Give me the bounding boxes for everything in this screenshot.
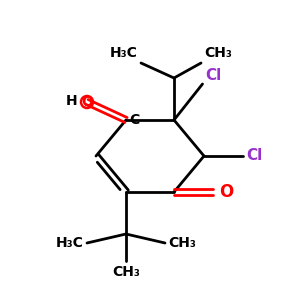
Text: C: C	[129, 113, 139, 127]
Text: CH₃: CH₃	[168, 236, 196, 250]
Text: H: H	[66, 94, 77, 107]
Text: CH₃: CH₃	[204, 46, 232, 60]
Text: Cl: Cl	[206, 68, 222, 82]
Text: O: O	[220, 183, 234, 201]
Text: H₃C: H₃C	[110, 46, 138, 60]
Text: H₃C: H₃C	[56, 236, 84, 250]
Text: O: O	[81, 95, 93, 109]
Text: CH₃: CH₃	[112, 266, 140, 280]
Text: Cl: Cl	[246, 148, 262, 164]
